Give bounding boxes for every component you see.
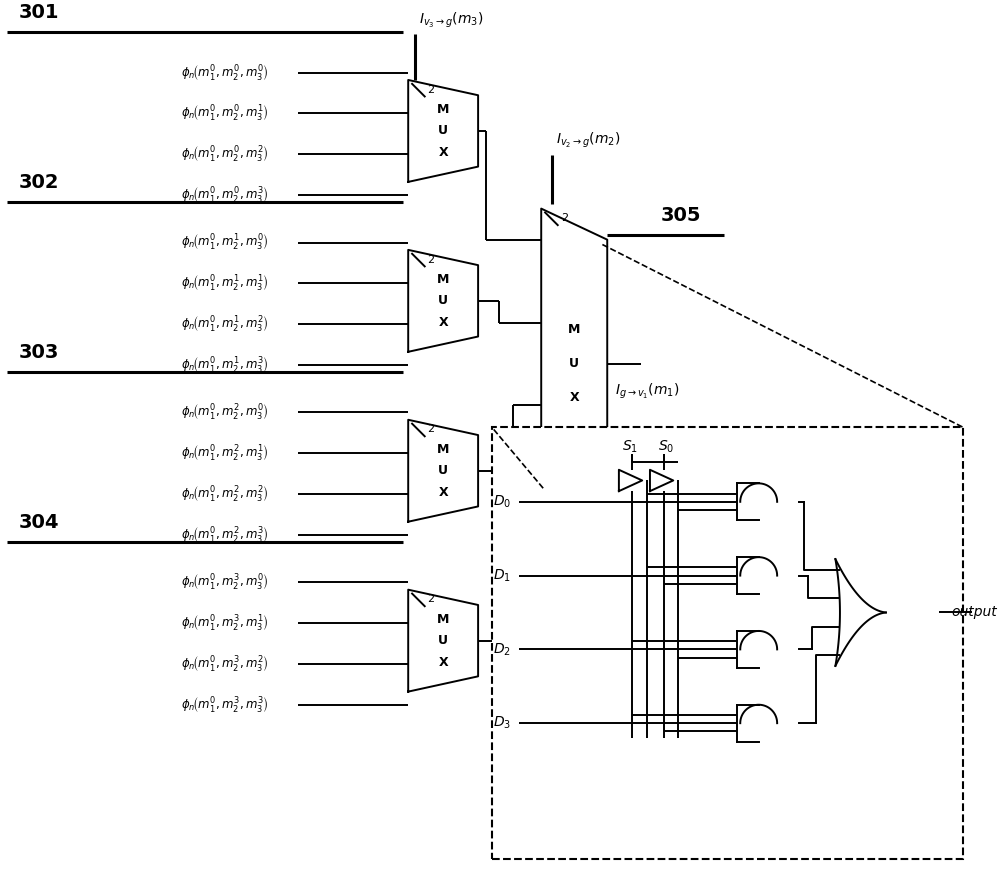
Text: 2: 2 [428,595,435,604]
Text: $\phi_n\!\left(m_1^0,m_2^1,m_3^3\right)$: $\phi_n\!\left(m_1^0,m_2^1,m_3^3\right)$ [181,355,268,375]
Text: 305: 305 [661,206,701,225]
Circle shape [628,711,637,719]
Circle shape [674,653,683,662]
Text: 2: 2 [428,85,435,95]
Text: $I_{v_3 \to g}(m_3)$: $I_{v_3 \to g}(m_3)$ [419,10,484,30]
Text: U: U [438,125,448,138]
Text: $S_1$: $S_1$ [622,439,638,455]
Text: $D_0$: $D_0$ [493,494,511,510]
Text: X: X [438,146,448,159]
Text: $\phi_n\!\left(m_1^0,m_2^0,m_3^2\right)$: $\phi_n\!\left(m_1^0,m_2^0,m_3^2\right)$ [181,145,268,164]
Text: $\phi_n\!\left(m_1^0,m_2^2,m_3^1\right)$: $\phi_n\!\left(m_1^0,m_2^2,m_3^1\right)$ [181,443,268,463]
Text: U: U [569,358,579,371]
Text: $\phi_n\!\left(m_1^0,m_2^0,m_3^3\right)$: $\phi_n\!\left(m_1^0,m_2^0,m_3^3\right)$ [181,185,268,205]
Text: $\phi_n\!\left(m_1^0,m_2^3,m_3^0\right)$: $\phi_n\!\left(m_1^0,m_2^3,m_3^0\right)$ [181,573,268,592]
Text: $\phi_n\!\left(m_1^0,m_2^1,m_3^2\right)$: $\phi_n\!\left(m_1^0,m_2^1,m_3^2\right)$ [181,314,268,334]
Text: 301: 301 [19,3,59,22]
Text: X: X [438,656,448,669]
Circle shape [643,489,652,498]
Text: $\phi_n\!\left(m_1^0,m_2^0,m_3^1\right)$: $\phi_n\!\left(m_1^0,m_2^0,m_3^1\right)$ [181,104,268,123]
Text: $\phi_n\!\left(m_1^0,m_2^2,m_3^2\right)$: $\phi_n\!\left(m_1^0,m_2^2,m_3^2\right)$ [181,484,268,504]
Text: $\phi_n\!\left(m_1^0,m_2^3,m_3^1\right)$: $\phi_n\!\left(m_1^0,m_2^3,m_3^1\right)$ [181,613,268,633]
Text: X: X [569,392,579,405]
Text: $I_{v_2 \to g}(m_2)$: $I_{v_2 \to g}(m_2)$ [556,131,620,150]
Text: $S_0$: $S_0$ [658,439,675,455]
Text: $D_2$: $D_2$ [493,641,511,657]
Text: M: M [437,443,449,456]
Text: U: U [438,464,448,477]
Text: X: X [438,486,448,499]
Text: 2: 2 [561,214,568,223]
Text: 304: 304 [19,513,59,532]
Circle shape [659,727,668,736]
Bar [492,427,963,859]
Text: M: M [437,613,449,626]
Text: $\phi_n\!\left(m_1^0,m_2^1,m_3^1\right)$: $\phi_n\!\left(m_1^0,m_2^1,m_3^1\right)$ [181,274,268,293]
Text: $\phi_n\!\left(m_1^0,m_2^0,m_3^0\right)$: $\phi_n\!\left(m_1^0,m_2^0,m_3^0\right)$ [181,63,268,83]
Text: $\phi_n\!\left(m_1^0,m_2^3,m_3^2\right)$: $\phi_n\!\left(m_1^0,m_2^3,m_3^2\right)$ [181,654,268,674]
Text: output: output [951,605,997,619]
Text: M: M [568,324,580,337]
Circle shape [628,637,637,645]
Text: $D_1$: $D_1$ [493,568,511,583]
Text: X: X [438,316,448,329]
Text: $\phi_n\!\left(m_1^0,m_2^1,m_3^0\right)$: $\phi_n\!\left(m_1^0,m_2^1,m_3^0\right)$ [181,233,268,253]
Circle shape [674,506,683,514]
Text: $\phi_n\!\left(m_1^0,m_2^2,m_3^0\right)$: $\phi_n\!\left(m_1^0,m_2^2,m_3^0\right)$ [181,403,268,422]
Text: $D_3$: $D_3$ [493,715,511,732]
Text: 302: 302 [19,173,59,192]
Text: U: U [438,295,448,307]
Text: $\phi_n\!\left(m_1^0,m_2^3,m_3^3\right)$: $\phi_n\!\left(m_1^0,m_2^3,m_3^3\right)$ [181,695,268,715]
Circle shape [659,579,668,588]
Text: U: U [438,634,448,647]
Circle shape [643,563,652,572]
Text: M: M [437,103,449,116]
Text: M: M [437,273,449,286]
Text: $I_{g \to v_1}(m_1)$: $I_{g \to v_1}(m_1)$ [615,381,680,401]
Text: 303: 303 [19,343,59,362]
Text: $\phi_n\!\left(m_1^0,m_2^2,m_3^3\right)$: $\phi_n\!\left(m_1^0,m_2^2,m_3^3\right)$ [181,525,268,545]
Text: 2: 2 [428,255,435,264]
Text: 2: 2 [428,425,435,434]
